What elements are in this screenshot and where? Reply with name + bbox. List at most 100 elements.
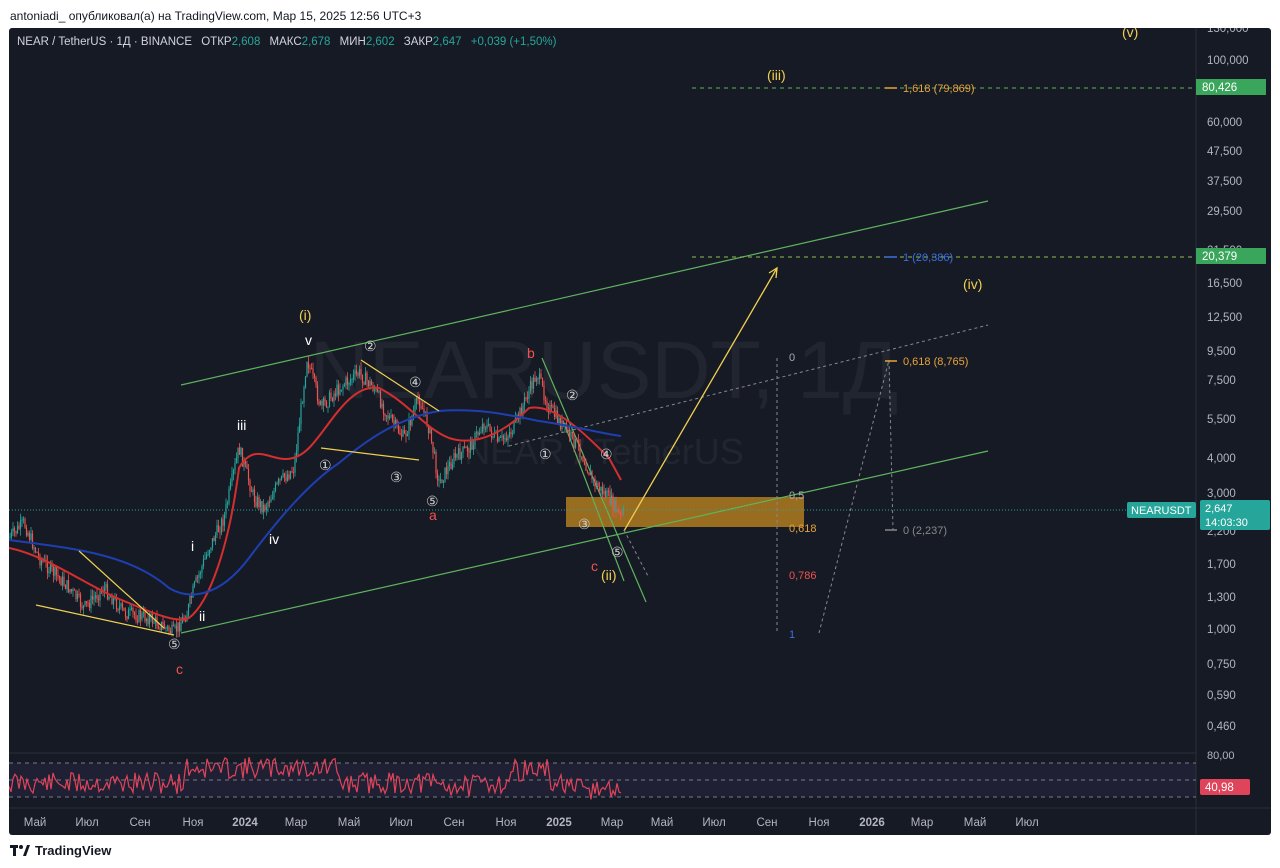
candle-body — [196, 577, 199, 579]
wave-iv: iv — [269, 531, 279, 547]
candle-body — [355, 370, 358, 374]
candle-body — [444, 467, 446, 482]
fib-zone-1: 1 — [789, 629, 795, 641]
chart-panel[interactable]: NEARUSDT, 1Д NEAR / TetherUS — [9, 28, 1271, 835]
candle-body — [142, 612, 145, 614]
price-tick: 47,500 — [1207, 146, 1242, 158]
rsi-value: 40,98 — [1205, 782, 1234, 794]
candle-body — [402, 430, 404, 437]
candle-body — [612, 495, 614, 511]
candle-body — [354, 370, 356, 375]
candle-body — [445, 467, 448, 475]
candle-body — [106, 584, 109, 600]
candle-body — [622, 507, 625, 515]
badge-upper-bg — [1196, 79, 1266, 95]
price-tick: 1,300 — [1207, 592, 1236, 604]
candle-body — [286, 474, 289, 481]
candle-body — [150, 613, 152, 616]
candle-body — [268, 502, 271, 504]
candle-body — [544, 400, 547, 402]
price-axis[interactable]: 130,000100,00060,00047,50037,50029,50021… — [1207, 28, 1249, 733]
candle-body — [411, 416, 413, 426]
price-tick: 16,500 — [1207, 278, 1242, 290]
candle-body — [57, 574, 59, 577]
candle-body — [324, 398, 326, 402]
candle-body — [519, 407, 521, 420]
fib-zone-0: 0 — [789, 352, 795, 364]
candle-body — [79, 594, 82, 607]
candle-body — [159, 628, 161, 631]
candle-body — [367, 380, 370, 387]
tradingview-logo[interactable]: TradingView — [10, 843, 111, 858]
legend-symbol[interactable]: NEAR / TetherUS · 1Д · BINANCE — [17, 36, 193, 48]
candle-body — [505, 438, 508, 441]
candle-body — [151, 613, 154, 624]
candle-body — [172, 624, 175, 626]
candle-body — [175, 625, 178, 632]
candle-body — [496, 432, 499, 442]
time-tick: Май — [24, 817, 47, 829]
candle-body — [199, 573, 202, 575]
candle-body — [34, 547, 37, 552]
candle-body — [291, 471, 293, 473]
tradingview-brand: TradingView — [35, 843, 112, 858]
candle-body — [234, 463, 236, 471]
candle-body — [283, 473, 286, 478]
circled-2-right: ② — [566, 387, 579, 403]
candle-body — [390, 415, 392, 417]
candle-body — [85, 601, 88, 603]
legend[interactable]: NEAR / TetherUS · 1Д · BINANCE ОТКР2,608… — [17, 36, 556, 48]
candle-body — [393, 420, 395, 425]
candle-body — [570, 431, 572, 438]
candle-body — [48, 571, 50, 574]
wave-c-right: c — [591, 558, 598, 574]
candle-body — [420, 405, 422, 409]
circled-5-bottom: ⑤ — [168, 636, 181, 652]
candle-body — [502, 435, 505, 439]
publish-info: antoniadi_ опубликовал(а) на TradingView… — [10, 9, 422, 23]
candle-body — [588, 472, 590, 476]
candle-body — [103, 587, 106, 593]
candle-body — [450, 462, 452, 469]
candle-body — [157, 626, 160, 629]
candle-body — [265, 506, 268, 510]
candle-body — [466, 447, 469, 452]
wave-ii-big: (ii) — [601, 567, 617, 583]
candle-body — [616, 509, 619, 512]
candle-body — [438, 479, 440, 481]
candle-body — [507, 436, 509, 441]
candle-body — [46, 561, 49, 574]
candle-body — [270, 498, 272, 503]
candle-body — [10, 531, 13, 537]
candle-body — [442, 481, 445, 483]
candle-body — [18, 525, 20, 529]
candle-body — [486, 425, 488, 429]
candle-body — [208, 550, 211, 555]
fib-label-0: 0 (2,237) — [903, 525, 947, 537]
candle-body — [187, 604, 190, 616]
candle-body — [432, 441, 434, 453]
countdown: 14:03:30 — [1205, 517, 1248, 529]
time-axis[interactable]: Май Июл Сен Ноя 2024 Мар Май Июл Сен Ноя 2025 Мар Ма… — [24, 817, 1039, 829]
candle-body — [40, 560, 43, 566]
fib-zone-05: 0,5 — [789, 490, 804, 502]
candle-body — [529, 381, 532, 392]
candle-body — [253, 489, 256, 503]
candle-body — [228, 488, 230, 503]
candle-body — [250, 490, 253, 492]
candle-body — [475, 432, 478, 434]
candle-body — [78, 593, 80, 595]
candle-body — [195, 577, 197, 582]
candle-body — [39, 555, 41, 566]
candle-body — [460, 452, 463, 460]
candle-body — [129, 608, 131, 611]
time-tick: Ноя — [496, 817, 517, 829]
legend-close: 2,647 — [432, 36, 462, 48]
wave-ii: ii — [199, 608, 205, 624]
candle-body — [414, 403, 416, 412]
candle-body — [306, 362, 308, 377]
candle-body — [52, 567, 55, 576]
candle-body — [303, 387, 305, 403]
chart-canvas[interactable]: NEARUSDT, 1Д NEAR / TetherUS — [9, 28, 1271, 835]
wave-iv-big: (iv) — [963, 276, 982, 292]
